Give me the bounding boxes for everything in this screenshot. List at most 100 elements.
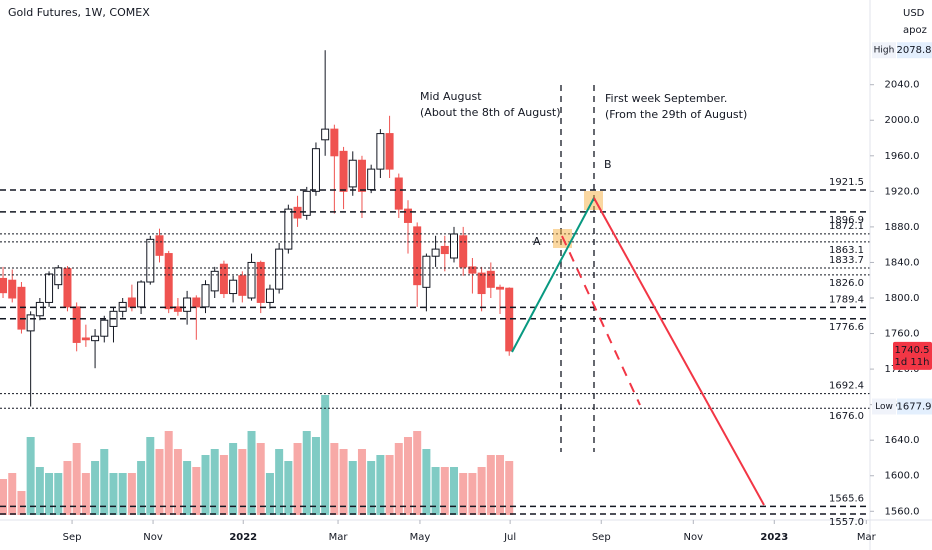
volume-bar: [173, 449, 182, 515]
annotation: (About the 8th of August): [420, 106, 561, 119]
y-tick-label: 1880.0: [885, 222, 920, 233]
volume-bar: [137, 461, 146, 515]
candle-body: [459, 235, 468, 268]
volume-bar: [394, 443, 403, 515]
annotation: First week September.: [605, 92, 727, 105]
volume-bar: [275, 449, 284, 515]
candle-body: [357, 159, 366, 192]
candle-body: [210, 270, 219, 292]
volume-bar: [348, 461, 357, 515]
projection-line: [593, 197, 765, 506]
candle-body: [422, 255, 431, 288]
x-tick-label: Nov: [684, 532, 704, 543]
volume-bar: [127, 473, 136, 515]
x-tick-label: Mar: [329, 532, 349, 543]
candle-body: [229, 279, 238, 295]
volume-bar: [45, 473, 54, 515]
volume-bar: [440, 467, 449, 515]
volume-bar: [100, 449, 109, 515]
projection-line: [561, 235, 641, 406]
annotation: Mid August: [420, 90, 482, 103]
candle-body: [219, 263, 228, 295]
candle-body: [72, 306, 81, 343]
volume-bar: [146, 437, 155, 515]
volume-bar: [256, 443, 265, 515]
plot-area: [0, 50, 870, 515]
volume-bar: [238, 449, 247, 515]
candle-body: [91, 335, 100, 342]
candle-body: [173, 306, 182, 312]
y-tick-label: 1840.0: [885, 257, 920, 268]
volume-bar: [183, 461, 192, 515]
candle-body: [311, 148, 320, 192]
candle-body: [63, 268, 72, 308]
volume-bar: [376, 455, 385, 515]
volume-bar: [330, 443, 339, 515]
volume-bar: [164, 431, 173, 515]
high-badge: [872, 42, 896, 59]
candle-body: [293, 206, 302, 219]
x-tick-label: 2023: [760, 532, 788, 543]
candle-body: [477, 272, 486, 295]
level-label: 1833.7: [829, 255, 864, 266]
candle-body: [440, 245, 449, 255]
candle-body: [137, 281, 146, 308]
volume-bar: [311, 437, 320, 515]
level-label: 1921.5: [829, 177, 864, 188]
candle-body: [45, 273, 54, 303]
candle-body: [413, 226, 422, 286]
candle-body: [505, 287, 514, 352]
volume-bar: [321, 395, 330, 515]
candle-body: [265, 288, 274, 303]
time-axis: [0, 520, 932, 550]
y-tick-label: 1640.0: [885, 435, 920, 446]
volume-bar: [17, 491, 26, 515]
volume-bar: [459, 473, 468, 515]
candle-body: [146, 238, 155, 283]
level-label: 1826.0: [829, 278, 864, 289]
level-label: 1776.6: [829, 322, 864, 333]
last-price-badge: [893, 341, 932, 370]
candle-body: [256, 261, 265, 303]
candle-body: [0, 277, 8, 294]
high-value: 2078.8: [897, 45, 932, 56]
candle-body: [17, 286, 26, 330]
countdown: 1d 11h: [895, 357, 930, 368]
candle-body: [201, 284, 210, 308]
candle-body: [284, 208, 293, 250]
candle-body: [468, 266, 477, 274]
volume-bar: [403, 437, 412, 515]
volume-bar: [477, 467, 486, 515]
high-badge-label: High: [874, 46, 895, 56]
volume-bar: [413, 431, 422, 515]
candle-body: [81, 337, 90, 341]
candle-body: [403, 208, 412, 223]
volume-bar: [450, 467, 459, 515]
y-tick-label: 1760.0: [885, 329, 920, 340]
volume-bar: [385, 455, 394, 515]
volume-bar: [229, 443, 238, 515]
low-badge-label: Low: [875, 402, 893, 412]
chart-title: Gold Futures, 1W, COMEX: [8, 6, 150, 19]
annotation: B: [604, 158, 612, 171]
volume-bar: [192, 467, 201, 515]
x-tick-label: Jul: [503, 532, 516, 543]
level-label: 1692.4: [829, 381, 864, 392]
volume-bar: [210, 449, 219, 515]
candle-body: [376, 133, 385, 170]
volume-bar: [367, 461, 376, 515]
y-tick-label: 2000.0: [885, 115, 920, 126]
x-tick-label: Nov: [143, 532, 163, 543]
y-tick-label: 1800.0: [885, 293, 920, 304]
candle-body: [348, 159, 357, 188]
candle-body: [155, 235, 164, 256]
level-label: 1863.1: [829, 245, 864, 256]
currency: USD: [903, 8, 925, 19]
volume-bar: [339, 449, 348, 515]
volume-bar: [247, 431, 256, 515]
volume-bar: [0, 479, 8, 515]
volume-bar: [357, 449, 366, 515]
volume-bar: [486, 455, 495, 515]
level-label: 1896.9: [829, 215, 864, 226]
candle-body: [496, 286, 505, 290]
